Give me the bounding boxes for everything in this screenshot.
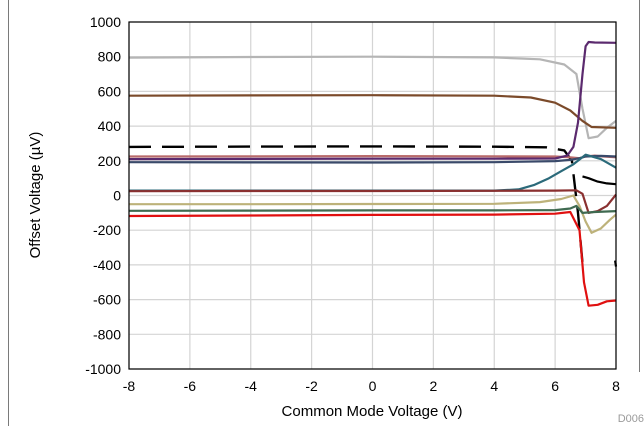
x-tick-labels: -8 -6 -4 -2 0 2 4 6 8: [123, 378, 620, 394]
series-line-0: [128, 55, 617, 140]
y-tick-label-8: 600: [98, 83, 122, 99]
series-line-9: [128, 189, 617, 214]
y-tick-label-1: -800: [93, 326, 121, 342]
y-tick-label-6: 200: [98, 153, 122, 169]
y-tick-label-5: 0: [113, 188, 121, 204]
x-axis-label: Common Mode Voltage (V): [282, 403, 463, 420]
y-tick-label-3: -400: [93, 257, 121, 273]
series-line-11: [128, 204, 617, 214]
series-line-1: [128, 94, 617, 129]
series-line-2: [128, 145, 584, 264]
x-tick-label-2: -4: [245, 378, 258, 394]
series-line-3: [582, 175, 617, 186]
y-tick-labels: -1000 -800 -600 -400 -200 0 200 400 600 800 1000: [85, 14, 121, 377]
plot-area-frame: [128, 21, 617, 370]
x-tick-label-7: 6: [551, 378, 559, 394]
series-line-12: [128, 210, 617, 307]
x-tick-label-4: 0: [369, 378, 377, 394]
series-line-10: [129, 194, 617, 234]
y-tick-label-4: -200: [93, 222, 121, 238]
y-tick-label-2: -600: [93, 292, 121, 308]
y-tick-label-9: 800: [98, 49, 122, 65]
x-tick-label-5: 2: [429, 378, 437, 394]
x-tick-label-8: 8: [612, 378, 620, 394]
x-tick-label-6: 4: [490, 378, 498, 394]
figure-id-label: D006: [618, 413, 644, 425]
series-line-6: [128, 40, 617, 161]
series-layer: [128, 40, 618, 307]
y-tick-label-10: 1000: [90, 14, 121, 30]
y-tick-label-0: -1000: [85, 361, 121, 377]
x-tick-label-1: -6: [184, 378, 197, 394]
x-tick-label-3: -2: [305, 378, 318, 394]
y-tick-label-7: 400: [98, 118, 122, 134]
y-axis-label: Offset Voltage (µV): [27, 132, 44, 259]
x-tick-label-0: -8: [123, 378, 136, 394]
